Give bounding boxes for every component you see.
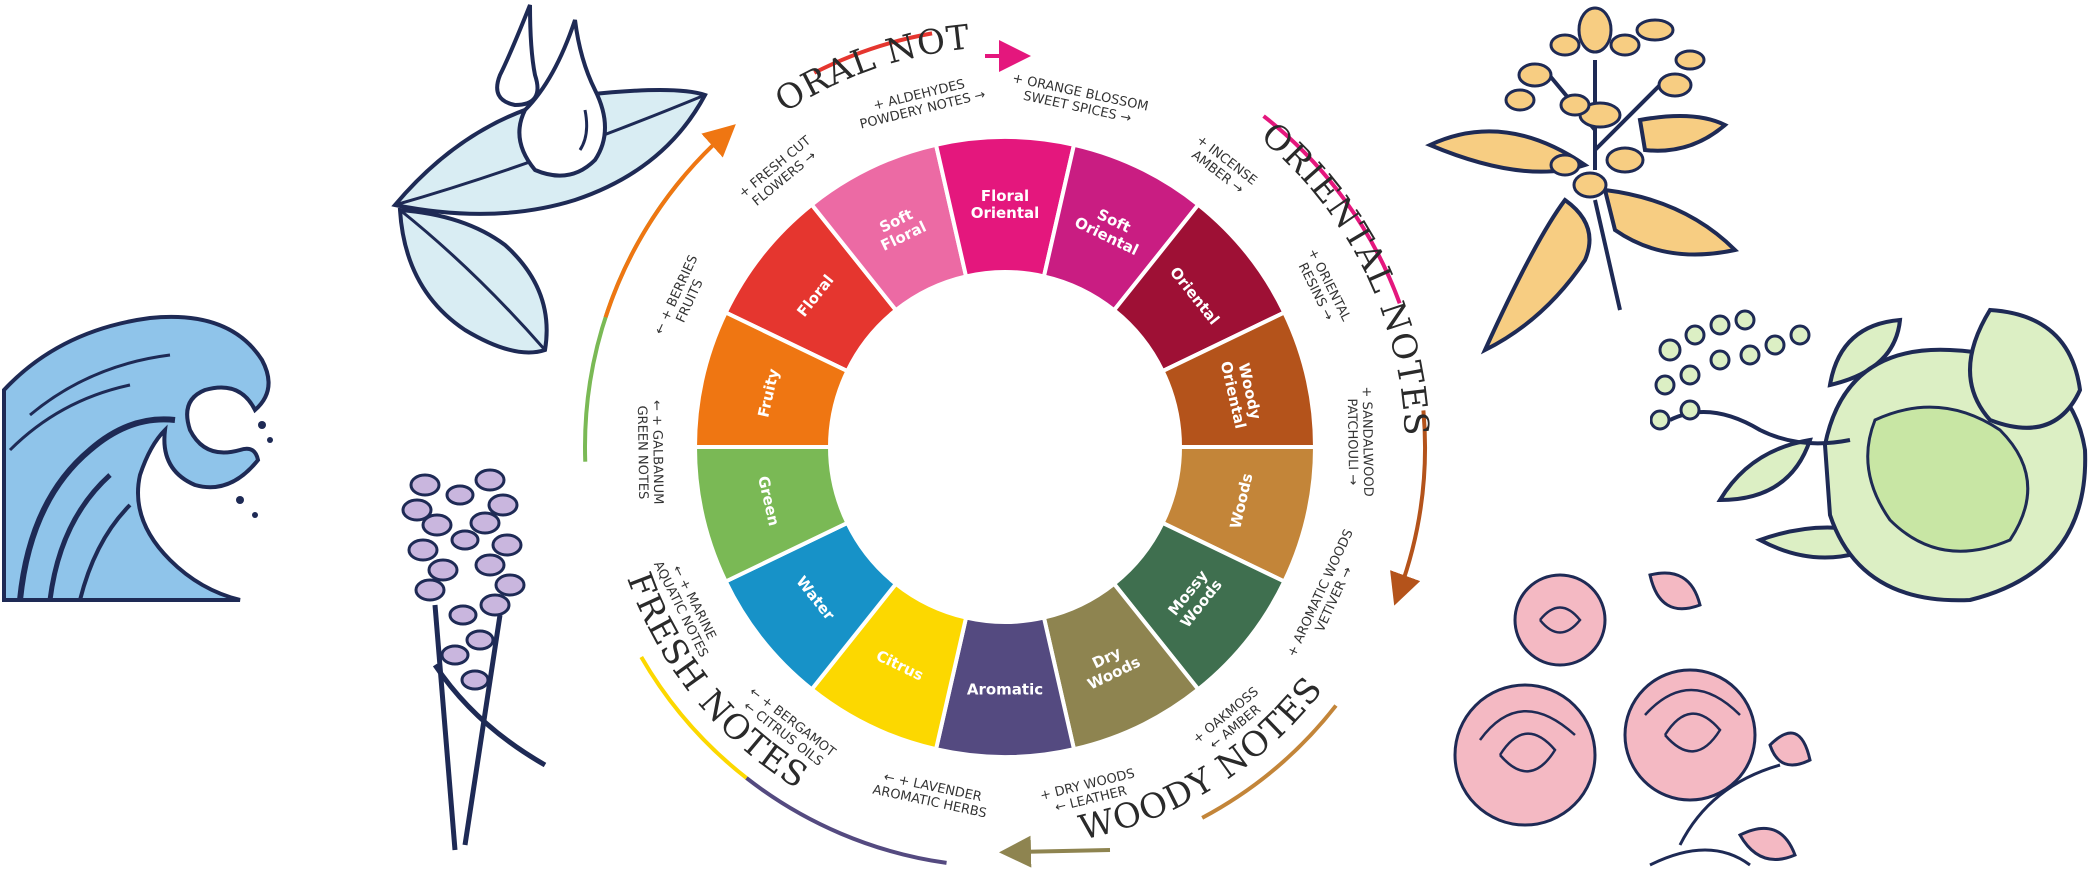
note-fresh-cut-flowers: + FRESH CUTFLOWERS → (736, 133, 823, 212)
lavender-icon (401, 468, 547, 851)
arc-citrus (639, 655, 748, 780)
arc-fresh-bottom (745, 776, 947, 865)
note-incense: + INCENSEAMBER → (1184, 133, 1259, 201)
arc-oriental-woody (1390, 410, 1427, 606)
family-title-floral: FLORAL NOTES (0, 0, 972, 121)
note-lavender: ← + LAVENDERAROMATIC HERBS (871, 768, 991, 822)
note-galbanum: ← + GALBANUMGREEN NOTES (634, 400, 666, 505)
arc-fruity (603, 124, 736, 318)
note-orange-blossom: + ORANGE BLOSSOMSWEET SPICES → (1008, 71, 1150, 129)
arc-floral-start (813, 31, 933, 75)
leaf-drops-icon (391, 4, 708, 355)
arrow-woody-to-fresh (999, 835, 1111, 868)
rose-icon (1453, 571, 1812, 867)
segment-label-floral-oriental: Floral Oriental (971, 187, 1040, 222)
wave-icon (2, 314, 273, 602)
note-sandalwood: + SANDALWOODPATCHOULI → (1344, 386, 1376, 497)
orange-blossom-icon (1425, 6, 1740, 355)
arc-woody (1201, 704, 1338, 820)
note-aldehydes: + ALDEHYDESPOWDERY NOTES → (855, 73, 987, 133)
arc-oriental (1262, 114, 1402, 305)
note-oriental-resins: + ORIENTALRESINS → (1291, 246, 1354, 331)
segment-label-aromatic: Aromatic (967, 681, 1043, 699)
note-berries: ← + BERRIESFRUITS (652, 253, 715, 343)
bergamot-icon (1650, 307, 2088, 603)
segment-fruity (692, 309, 850, 449)
